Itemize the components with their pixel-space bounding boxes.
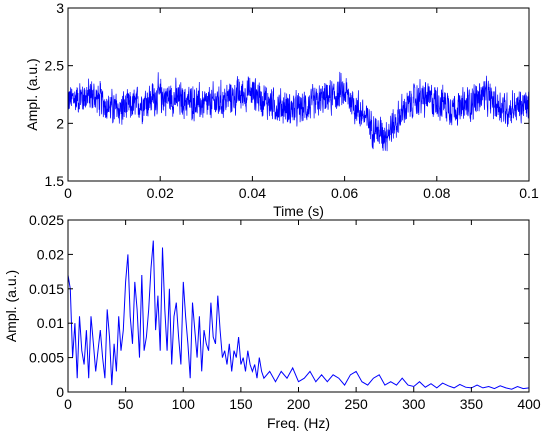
y-tick-label: 2.5 — [45, 58, 65, 74]
y-tick-label: 0.015 — [29, 281, 64, 297]
x-tick-label: 350 — [460, 396, 484, 412]
x-tick-label: 0.02 — [147, 185, 174, 201]
x-tick-label: 200 — [287, 396, 311, 412]
x-tick-label: 0.08 — [423, 185, 450, 201]
x-axis-label: Freq. (Hz) — [267, 415, 330, 431]
y-axis-label: Ampl. (a.u.) — [3, 270, 19, 342]
frequency-spectrum-panel: 0 50 100 150 200 250 300 350 400 0 0.005 0.01 0.015 0… — [3, 212, 541, 431]
axes-frame — [67, 7, 530, 182]
x-tick-label: 100 — [172, 396, 196, 412]
time-domain-panel: 0 0.02 0.04 0.06 0.08 0.1 1.5 2 2.5 3 Time (s) Ampl… — [24, 0, 539, 219]
x-tick-label: 0 — [64, 396, 72, 412]
y-tick-label: 0.02 — [37, 246, 64, 262]
y-tick-label: 0.01 — [37, 315, 64, 331]
y-tick-label: 2 — [56, 115, 64, 131]
y-axis-label: Ampl. (a.u.) — [24, 58, 40, 130]
x-tick-label: 400 — [517, 396, 541, 412]
x-tick-label: 0.04 — [239, 185, 266, 201]
series-line — [67, 71, 530, 152]
x-tick-label: 300 — [402, 396, 426, 412]
x-tick-label: 0 — [64, 185, 72, 201]
x-tick-label: 50 — [118, 396, 134, 412]
x-tick-label: 150 — [229, 396, 253, 412]
y-tick-label: 0 — [56, 384, 64, 400]
x-tick-label: 250 — [344, 396, 368, 412]
x-axis-label: Time (s) — [273, 203, 324, 219]
y-tick-label: 0.025 — [29, 212, 64, 228]
y-tick-label: 0.005 — [29, 350, 64, 366]
y-tick-label: 1.5 — [45, 173, 65, 189]
x-tick-label: 0.06 — [331, 185, 358, 201]
y-tick-label: 3 — [56, 0, 64, 16]
x-tick-label: 0.1 — [519, 185, 539, 201]
series-line — [67, 240, 530, 390]
